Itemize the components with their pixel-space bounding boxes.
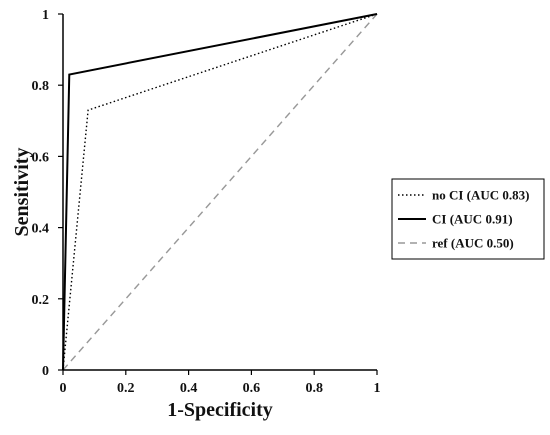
y-tick-label: 1: [42, 8, 49, 23]
x-tick-label: 1: [374, 381, 381, 396]
x-axis-title: 1-Specificity: [167, 399, 273, 421]
legend-label: no CI (AUC 0.83): [432, 188, 530, 203]
legend-label: CI (AUC 0.91): [432, 212, 513, 227]
y-tick-label: 0: [42, 364, 49, 379]
y-tick-label: 0.6: [32, 150, 50, 165]
series-layer: [62, 13, 378, 371]
x-ticks: 0 0.2 0.4 0.6 0.8 1: [60, 370, 381, 396]
y-axis-title: Sensitivity: [11, 148, 33, 237]
legend-label: ref (AUC 0.50): [432, 236, 514, 251]
x-tick-label: 0.4: [180, 381, 198, 396]
x-tick-label: 0.6: [243, 381, 261, 396]
x-tick-label: 0.8: [305, 381, 323, 396]
y-tick-label: 0.4: [32, 222, 50, 237]
y-tick-label: 0.2: [32, 293, 50, 308]
y-ticks: 0 0.2 0.4 0.6 0.8 1: [32, 8, 63, 379]
y-tick-label: 0.8: [32, 79, 50, 94]
legend: no CI (AUC 0.83) CI (AUC 0.91) ref (AUC 0.…: [391, 178, 545, 260]
x-tick-label: 0: [60, 381, 67, 396]
series-line-1: [62, 13, 378, 371]
x-tick-label: 0.2: [117, 381, 135, 396]
series-line-0: [62, 13, 378, 371]
